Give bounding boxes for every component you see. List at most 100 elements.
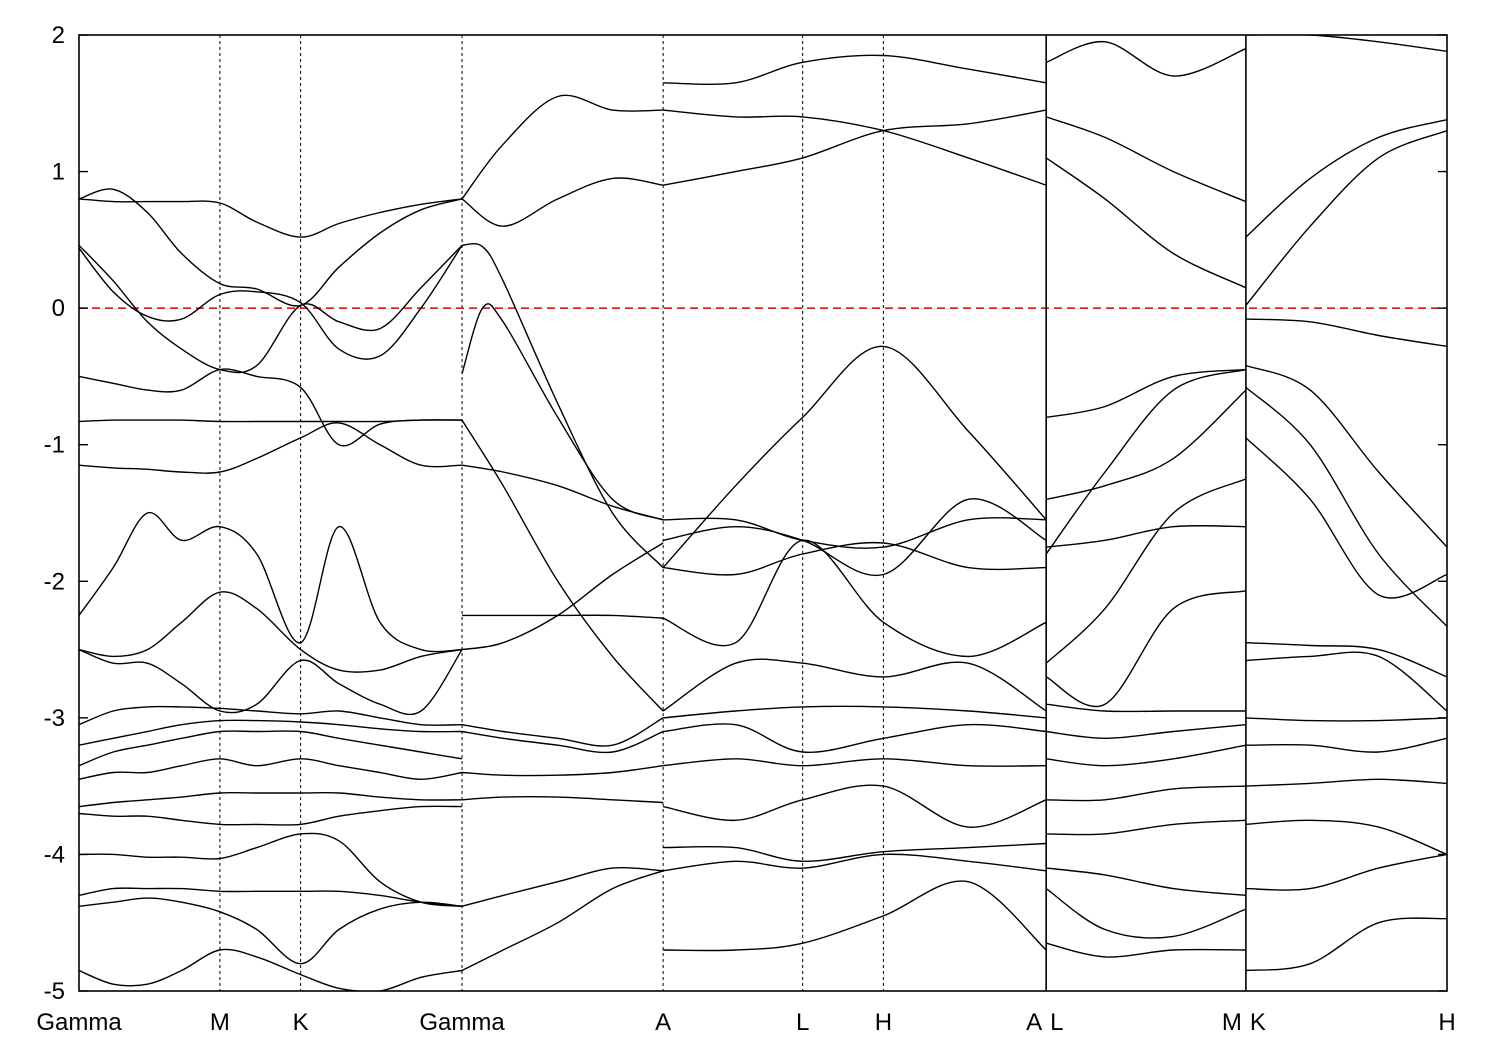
band-line — [1245, 737, 1447, 753]
band-line — [662, 109, 1047, 186]
band-line — [461, 243, 664, 569]
band-line — [662, 498, 1047, 577]
band-line — [1045, 368, 1247, 555]
band-line — [79, 419, 463, 423]
band-line — [663, 723, 1047, 753]
band-line — [1046, 942, 1246, 958]
band-line — [461, 870, 664, 972]
band-line — [1046, 703, 1246, 713]
band-line — [1245, 386, 1447, 627]
band-line — [461, 717, 664, 747]
band-line — [1245, 917, 1447, 972]
band-line — [662, 345, 1047, 569]
x-tick-label: H — [1438, 1009, 1455, 1036]
band-line — [79, 719, 463, 746]
band-line — [461, 866, 664, 907]
band-line — [461, 614, 664, 619]
plot-frame — [78, 34, 1448, 992]
band-line — [1046, 744, 1247, 767]
x-tick-label: K — [1250, 1009, 1266, 1036]
band-line — [663, 853, 1047, 872]
band-line — [461, 730, 664, 754]
band-line — [1045, 888, 1247, 939]
y-tick-label: 1 — [52, 159, 65, 186]
band-line — [461, 177, 664, 227]
band-line — [1045, 590, 1247, 708]
x-tick-label: Gamma — [419, 1009, 505, 1036]
band-line — [79, 422, 463, 474]
band-line — [1046, 368, 1246, 419]
band-line — [79, 188, 463, 307]
band-line — [1245, 717, 1447, 722]
band-line — [663, 109, 1047, 186]
band-line — [1045, 157, 1247, 289]
band-line — [461, 464, 664, 521]
band-line — [1046, 524, 1246, 548]
band-line — [79, 897, 463, 965]
band-line — [1245, 129, 1447, 306]
band-line — [663, 880, 1047, 952]
x-axis: Gamma M K Gamma A L H A L M K H — [36, 1009, 1455, 1036]
band-line — [1245, 318, 1447, 348]
band-line — [663, 758, 1047, 767]
band-line — [1245, 651, 1447, 712]
band-line — [1245, 35, 1447, 53]
plot-area — [78, 34, 1448, 992]
band-line — [79, 705, 463, 726]
band-line — [1046, 867, 1246, 897]
band-line — [79, 368, 463, 447]
band-line — [79, 791, 463, 808]
band-line — [1045, 478, 1247, 664]
y-tick-label: -3 — [44, 705, 65, 732]
band-line — [663, 842, 1047, 863]
y-axis: -5 -4 -3 -2 -1 0 1 2 — [44, 22, 1447, 1005]
x-tick-label: L — [1050, 1009, 1063, 1036]
band-line — [1245, 119, 1447, 238]
y-tick-label: 2 — [52, 22, 65, 49]
y-tick-label: -2 — [44, 568, 65, 595]
band-line — [1245, 364, 1447, 548]
x-tick-label: Gamma — [36, 1009, 122, 1036]
band-line — [1046, 389, 1247, 500]
band-line — [461, 94, 664, 200]
band-line — [1245, 853, 1447, 891]
y-tick-label: -4 — [44, 841, 65, 868]
band-line — [663, 517, 1047, 549]
band-line — [79, 198, 463, 238]
y-tick-label: -5 — [44, 978, 65, 1005]
band-lines — [79, 35, 1447, 991]
band-line — [1045, 41, 1247, 77]
band-line — [1245, 778, 1447, 787]
y-tick-label: 0 — [52, 295, 65, 322]
band-line — [79, 730, 463, 767]
band-line — [662, 784, 1047, 828]
band-line — [461, 542, 664, 651]
band-line — [1046, 785, 1246, 802]
band-line — [79, 805, 463, 826]
band-line — [1245, 642, 1447, 678]
band-line — [461, 796, 664, 804]
band-line — [663, 541, 1047, 576]
x-tick-label: K — [293, 1009, 309, 1036]
band-line — [1046, 819, 1246, 836]
band-line — [79, 244, 463, 360]
path-break-lines — [1045, 35, 1247, 991]
y-tick-label: -1 — [44, 432, 65, 459]
band-line — [461, 765, 664, 777]
band-line — [79, 591, 463, 673]
band-line — [79, 512, 463, 653]
band-line — [461, 419, 664, 712]
x-tick-label: A — [1026, 1009, 1042, 1036]
band-line — [663, 705, 1047, 719]
kpoint-lines — [219, 35, 884, 991]
band-line — [79, 948, 463, 991]
band-line — [79, 244, 463, 374]
band-line — [79, 758, 463, 781]
band-line — [1245, 437, 1447, 599]
band-line — [1245, 819, 1447, 856]
x-tick-label: L — [796, 1009, 809, 1036]
band-line — [662, 539, 1047, 658]
band-line — [662, 658, 1047, 712]
x-tick-label: M — [1222, 1009, 1242, 1036]
